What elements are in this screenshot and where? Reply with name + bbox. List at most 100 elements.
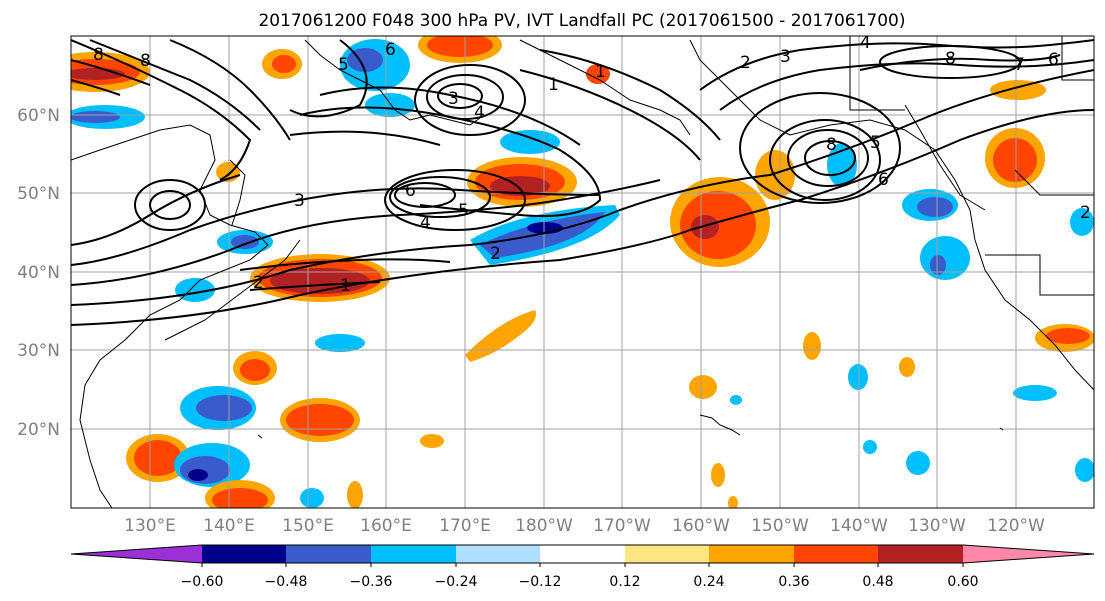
pv-negative-patch bbox=[920, 236, 970, 280]
contour-label: 6 bbox=[878, 170, 889, 190]
pv-positive-patch bbox=[993, 138, 1037, 182]
lon-label: 150°W bbox=[751, 516, 809, 536]
pv-positive-patch bbox=[212, 488, 268, 508]
pv-positive-patch bbox=[728, 496, 738, 508]
contour-label: 5 bbox=[338, 55, 349, 75]
pv-positive-patch bbox=[691, 215, 719, 239]
graticule bbox=[71, 36, 1094, 508]
pv-negative-patch bbox=[315, 334, 365, 352]
contour-label: 3 bbox=[448, 89, 459, 109]
latitude-labels: 60°N 50°N 40°N 30°N 20°N bbox=[17, 106, 60, 440]
lat-label: 40°N bbox=[17, 263, 60, 283]
pv-positive-patch bbox=[990, 80, 1046, 100]
colorbar-segment bbox=[286, 545, 371, 563]
pv-negative-patch bbox=[480, 212, 605, 258]
colorbar-segment bbox=[202, 545, 286, 563]
contour-label: 6 bbox=[385, 40, 396, 60]
map-frame bbox=[70, 35, 1095, 509]
pv-positive-patch bbox=[1046, 328, 1090, 344]
contour-label: 8 bbox=[140, 51, 151, 71]
pv-negative-patch bbox=[231, 235, 259, 249]
contour-label: 5 bbox=[870, 133, 881, 153]
pv-positive-patch bbox=[586, 64, 610, 84]
colorbar-tick-label: 0.36 bbox=[778, 574, 809, 590]
pv-negative-patch bbox=[930, 255, 946, 275]
colorbar-segment bbox=[540, 545, 625, 563]
contour-label: 5 bbox=[458, 201, 469, 221]
lon-label: 130°E bbox=[124, 516, 176, 536]
lat-label: 20°N bbox=[17, 420, 60, 440]
pv-negative-patch bbox=[300, 488, 324, 508]
colorbar-tick-label: −0.60 bbox=[181, 574, 224, 590]
pv-negative-patch bbox=[188, 469, 208, 481]
pv-positive-patch bbox=[420, 434, 444, 448]
colorbar-segment bbox=[709, 545, 794, 563]
pv-positive-patch bbox=[347, 481, 363, 508]
contour-label: 6 bbox=[405, 181, 416, 201]
lon-label: 130°W bbox=[908, 516, 966, 536]
contour-label: 2 bbox=[1080, 203, 1091, 223]
contour-label: 2 bbox=[490, 244, 501, 264]
colorbar-segments bbox=[70, 544, 1095, 567]
pv-positive-patch bbox=[803, 332, 821, 360]
longitude-labels: 130°E 140°E 150°E 160°E 170°E 180°W 170°… bbox=[124, 516, 1045, 536]
pv-negative-patch bbox=[917, 197, 953, 217]
lon-label: 160°E bbox=[360, 516, 412, 536]
lat-label: 50°N bbox=[17, 184, 60, 204]
pv-positive-patch bbox=[272, 55, 296, 73]
pv-negative-patch bbox=[180, 456, 230, 484]
pv-negative-patch bbox=[365, 93, 415, 117]
contour-label: 8 bbox=[93, 45, 104, 65]
lon-label: 140°E bbox=[203, 516, 255, 536]
lon-label: 140°W bbox=[830, 516, 888, 536]
contour-label-group: 8 8 5 6 1 3 4 6 1 4 5 3 2 1 2 2 3 8 5 6 bbox=[93, 36, 1091, 296]
pv-contours bbox=[71, 39, 1094, 326]
lon-label: 170°E bbox=[439, 516, 491, 536]
figure-title: 2017061200 F048 300 hPa PV, IVT Landfall… bbox=[258, 11, 905, 31]
pv-positive-patch bbox=[286, 404, 354, 436]
pv-negative-patch bbox=[730, 395, 742, 405]
map-panel: 8 8 5 6 1 3 4 6 1 4 5 3 2 1 2 2 3 8 5 6 bbox=[17, 35, 1095, 536]
contour-label: 1 bbox=[548, 75, 559, 95]
pv-negative-patch bbox=[1070, 208, 1094, 236]
pv-negative-patch bbox=[175, 278, 215, 302]
colorbar-segment bbox=[71, 545, 202, 563]
contour-label: 1 bbox=[340, 276, 351, 296]
colorbar-tick-label: −0.36 bbox=[350, 574, 393, 590]
colorbar-tick-label: 0.12 bbox=[609, 574, 640, 590]
colorbar-segment bbox=[371, 545, 456, 563]
pv-negative-patch bbox=[1013, 385, 1057, 401]
colorbar-segment bbox=[878, 545, 963, 563]
lon-label: 150°E bbox=[282, 516, 334, 536]
pv-negative-patch bbox=[906, 451, 930, 475]
lat-label: 30°N bbox=[17, 341, 60, 361]
colorbar-segment bbox=[794, 545, 878, 563]
contour-label: 2 bbox=[253, 273, 264, 293]
contour-label: 8 bbox=[945, 49, 956, 69]
contour-label: 4 bbox=[420, 213, 431, 233]
colorbar-tick-label: −0.48 bbox=[265, 574, 308, 590]
pv-negative-patch bbox=[863, 440, 877, 454]
lat-label: 60°N bbox=[17, 106, 60, 126]
contour-label: 3 bbox=[780, 47, 791, 67]
pv-positive-patch bbox=[465, 310, 536, 362]
contour-label: 6 bbox=[1048, 50, 1059, 70]
pv-positive-patch bbox=[490, 176, 550, 196]
pv-positive-patch bbox=[240, 359, 270, 381]
pv-positive-patch bbox=[134, 440, 182, 476]
pv-negative-patch bbox=[848, 364, 868, 390]
colorbar: −0.60 −0.48 −0.36 −0.24 −0.12 0.12 0.24 … bbox=[70, 544, 1095, 590]
pv-negative-patch bbox=[71, 111, 120, 123]
colorbar-tick-label: 0.48 bbox=[862, 574, 893, 590]
lon-label: 180°W bbox=[515, 516, 573, 536]
pv-positive-patch bbox=[899, 357, 915, 377]
pv-positive-patch bbox=[711, 463, 725, 487]
colorbar-tick-label: 0.60 bbox=[947, 574, 978, 590]
pv-positive-patch bbox=[427, 36, 493, 57]
colorbar-segment bbox=[963, 545, 1094, 563]
pv-positive-patch bbox=[689, 375, 717, 399]
lon-label: 160°W bbox=[672, 516, 730, 536]
pv-negative-patch bbox=[1075, 458, 1094, 482]
colorbar-tick-labels: −0.60 −0.48 −0.36 −0.24 −0.12 0.12 0.24 … bbox=[181, 574, 979, 590]
